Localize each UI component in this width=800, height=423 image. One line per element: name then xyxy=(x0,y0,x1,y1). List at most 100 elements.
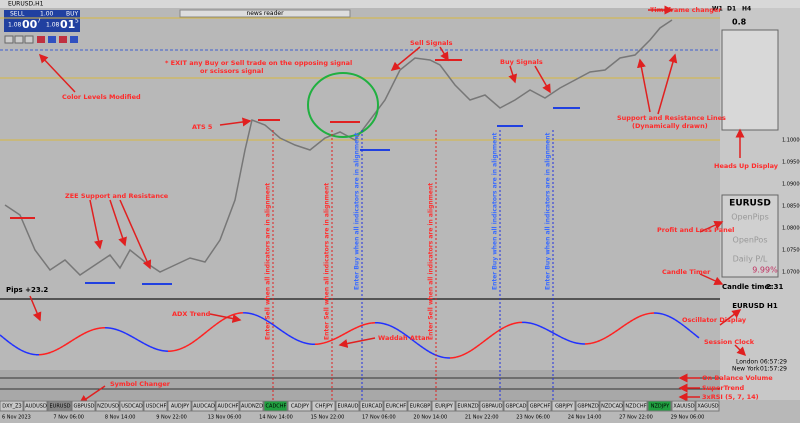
symbol-tab[interactable] xyxy=(599,400,624,412)
oscillator-segment xyxy=(557,334,562,338)
oscillator-segment xyxy=(140,341,145,345)
symbol-tab[interactable] xyxy=(671,400,696,412)
symbol-label[interactable]: GBPCHF xyxy=(530,404,551,410)
symbol-tab[interactable] xyxy=(143,400,168,412)
oscillator-segment xyxy=(173,349,178,352)
symbol-tab[interactable] xyxy=(263,400,288,412)
oscillator-segment xyxy=(41,353,46,356)
oscillator-segment xyxy=(605,335,610,339)
symbol-tab[interactable] xyxy=(191,400,216,412)
date-label: 13 Nov 06:00 xyxy=(208,415,242,421)
symbol-tab[interactable] xyxy=(383,400,408,412)
oscillator-segment xyxy=(83,331,88,335)
symbol-label[interactable]: AUDUSD xyxy=(25,404,47,410)
oscillator-segment xyxy=(155,348,160,351)
symbol-label[interactable]: EURJPY xyxy=(435,404,454,410)
oscillator-segment xyxy=(278,328,283,332)
symbol-tab[interactable] xyxy=(407,400,432,412)
oscillator-segment xyxy=(119,330,124,333)
symbol-tab[interactable] xyxy=(335,400,360,412)
symbol-tab[interactable] xyxy=(479,400,504,412)
symbol-label[interactable]: USDCAD xyxy=(121,404,143,410)
oscillator-segment xyxy=(203,330,208,335)
symbol-label[interactable]: CHFJPY xyxy=(315,404,334,410)
symbol-label[interactable]: USDCHF xyxy=(146,404,167,410)
timeframe-button[interactable]: H4 xyxy=(742,6,751,13)
symbol-tab[interactable] xyxy=(215,400,240,412)
oscillator-segment xyxy=(275,326,280,330)
pips: Pips +23.2 xyxy=(6,286,48,294)
lot-size[interactable]: 1.00 xyxy=(40,11,54,18)
symbol-label[interactable]: CADJPY xyxy=(291,404,310,410)
symbol-label[interactable]: AUDNZD xyxy=(241,404,263,410)
symbol-label[interactable]: EURUSD xyxy=(50,404,71,410)
oscillator-segment xyxy=(20,349,25,353)
date-label: 15 Nov 22:00 xyxy=(311,415,345,421)
timeframe-button[interactable]: D1 xyxy=(727,6,736,13)
symbol-label[interactable]: EURCHF xyxy=(386,404,406,410)
symbol-label[interactable]: GBPUSD xyxy=(73,404,94,410)
symbol-label[interactable]: EURCAD xyxy=(362,404,383,410)
candle-value: 2:31 xyxy=(766,283,784,291)
symbol-tab[interactable] xyxy=(551,400,576,412)
symbol-tab[interactable] xyxy=(287,400,312,412)
symbol-label[interactable]: EURGBP xyxy=(410,404,431,410)
oscillator-segment xyxy=(347,329,352,333)
timeframe-button[interactable]: W1 xyxy=(712,6,723,13)
symbol-label[interactable]: XAGUSD xyxy=(697,404,718,410)
symbol-tab[interactable] xyxy=(359,400,384,412)
symbol-tab[interactable] xyxy=(431,400,456,412)
symbol-tab[interactable] xyxy=(575,400,600,412)
buy-button[interactable]: BUY xyxy=(66,11,79,18)
candle-label: Candle time: xyxy=(722,283,772,291)
symbol-label[interactable]: NZDCAD xyxy=(601,404,623,410)
oscillator-segment xyxy=(533,323,538,326)
symbol-label[interactable]: NZDJPY xyxy=(651,404,670,410)
oscillator-segment xyxy=(188,342,193,346)
symbol-label[interactable]: AUDCAD xyxy=(193,404,215,410)
symbol-tab[interactable] xyxy=(695,400,720,412)
symbol-tab[interactable] xyxy=(167,400,192,412)
symbol-label[interactable]: CADCHF xyxy=(266,404,287,410)
symbol-label[interactable]: EURAUD xyxy=(337,404,358,410)
symbol-tab[interactable] xyxy=(647,400,672,412)
date-label: 29 Nov 06:00 xyxy=(671,415,705,421)
symbol-label[interactable]: GBPJPY xyxy=(555,404,574,410)
symbol-label[interactable]: NZDUSD xyxy=(97,404,119,410)
symbol-label[interactable]: AUDCHF xyxy=(217,404,238,410)
annotation: Oscillator Display xyxy=(682,316,747,324)
symbol-label[interactable]: NZDCHF xyxy=(625,404,646,410)
symbol-tab[interactable] xyxy=(71,400,96,412)
symbol-tab[interactable] xyxy=(623,400,648,412)
symbol-tab[interactable] xyxy=(47,400,72,412)
symbol-tab[interactable] xyxy=(119,400,144,412)
symbol-tab[interactable] xyxy=(455,400,480,412)
symbol-label[interactable]: GBPNZD xyxy=(577,404,598,410)
symbol-label[interactable]: GBPAUD xyxy=(482,404,503,410)
symbol-label[interactable]: AUDJPY xyxy=(171,404,190,410)
oscillator-segment xyxy=(530,322,535,325)
symbol-tab[interactable] xyxy=(527,400,552,412)
symbol-tab[interactable] xyxy=(311,400,336,412)
indicator-panes xyxy=(0,370,720,400)
symbol-label[interactable]: XAUUSD xyxy=(673,404,694,410)
symbol-tab[interactable] xyxy=(503,400,528,412)
sell-button[interactable]: SELL xyxy=(10,11,25,18)
symbol-tab[interactable] xyxy=(0,400,24,412)
oscillator-segment xyxy=(68,340,73,344)
symbol-tab[interactable] xyxy=(23,400,48,412)
symbol-label[interactable]: DXY_Z3 xyxy=(2,404,21,410)
oscillator-segment xyxy=(92,328,97,331)
oscillator-segment xyxy=(335,336,340,339)
symbol-tab[interactable] xyxy=(95,400,120,412)
annotation: Sell Signals xyxy=(410,39,453,47)
oscillator-segment xyxy=(422,347,427,351)
symbol-tab[interactable] xyxy=(239,400,264,412)
trade-panel[interactable] xyxy=(4,10,80,32)
oscillator-segment xyxy=(71,338,76,342)
symbol-label[interactable]: GBPCAD xyxy=(505,404,526,410)
annotation: ZEE Support and Resistance xyxy=(65,192,169,200)
oscillator-segment xyxy=(146,344,151,348)
oscillator-segment xyxy=(563,337,568,341)
symbol-label[interactable]: EURNZD xyxy=(457,404,478,410)
